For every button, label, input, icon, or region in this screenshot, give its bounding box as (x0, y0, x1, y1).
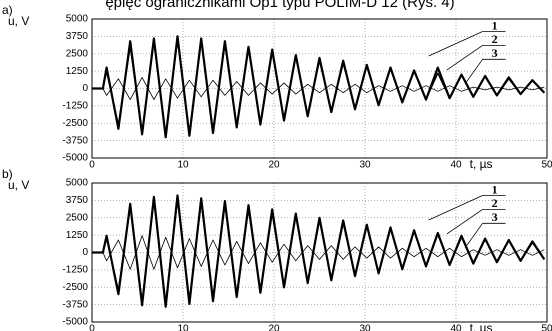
y-tick-label: -5000 (62, 153, 88, 164)
x-tick-label: 40 (450, 324, 462, 331)
x-tick-label: 30 (359, 324, 371, 331)
x-tick-label: 0 (89, 324, 95, 331)
callout-line (428, 195, 483, 221)
y-tick-label: -2500 (62, 118, 88, 129)
x-tick-label: 40 (450, 160, 462, 171)
callout-line (464, 59, 483, 85)
y-tick-label: 0 (82, 247, 88, 258)
legend-label: 2 (492, 32, 498, 46)
y-tick-label: 2500 (66, 212, 89, 223)
y-axis-label: u, V (8, 178, 29, 192)
panel-label: b) (2, 167, 13, 181)
y-tick-label: 1250 (66, 66, 89, 77)
series-line (92, 235, 545, 270)
x-tick-label: 30 (359, 160, 371, 171)
legend-label: 2 (492, 196, 498, 210)
callout-line (446, 45, 483, 71)
caption: ępięć ogranicznikami Op1 typu POLIM-D 12… (105, 0, 454, 11)
y-tick-label: 0 (82, 83, 88, 94)
callout-line (446, 209, 483, 235)
legend-label: 1 (492, 18, 498, 32)
y-axis-label: u, V (8, 14, 29, 28)
x-tick-label: 10 (177, 160, 189, 171)
x-tick-label: 20 (268, 160, 280, 171)
series-line (92, 77, 545, 100)
legend-label: 3 (492, 210, 498, 224)
series-line (92, 199, 545, 304)
y-tick-label: -1250 (62, 101, 88, 112)
callout-line (428, 31, 483, 57)
x-tick-label: 50 (541, 160, 552, 171)
x-axis-label: t, µs (470, 321, 493, 331)
y-tick-label: 3750 (66, 195, 89, 206)
y-tick-label: -1250 (62, 265, 88, 276)
legend-label: 1 (492, 182, 498, 196)
x-tick-label: 0 (89, 160, 95, 171)
x-axis-label: t, µs (470, 157, 493, 171)
y-tick-label: 5000 (66, 14, 89, 25)
y-tick-label: -3750 (62, 299, 88, 310)
x-tick-label: 10 (177, 324, 189, 331)
legend-label: 3 (492, 46, 498, 60)
panel-label: a) (2, 3, 13, 17)
y-tick-label: 5000 (66, 178, 89, 189)
y-tick-label: 1250 (66, 230, 89, 241)
callout-line (464, 223, 483, 249)
x-tick-label: 50 (541, 324, 552, 331)
x-tick-label: 20 (268, 324, 280, 331)
y-tick-label: 3750 (66, 31, 89, 42)
y-tick-label: 2500 (66, 48, 89, 59)
y-tick-label: -2500 (62, 282, 88, 293)
y-tick-label: -5000 (62, 317, 88, 328)
y-tick-label: -3750 (62, 135, 88, 146)
